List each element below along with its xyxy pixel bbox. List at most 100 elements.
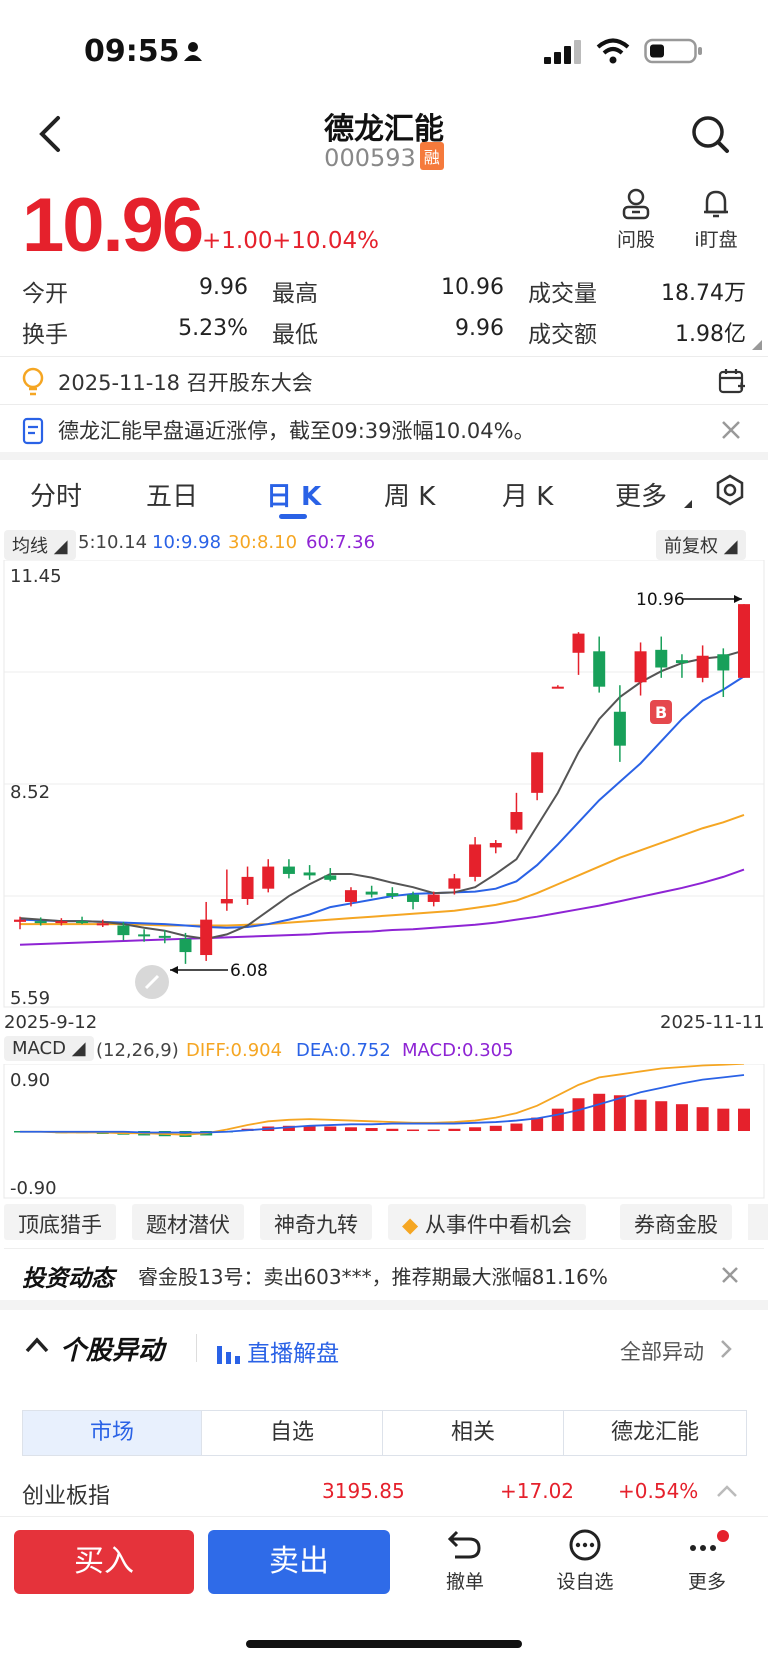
buy-button[interactable]: 买入 <box>14 1530 194 1594</box>
price-change-pct: +10.04% <box>272 228 379 254</box>
seg-stock[interactable]: 德龙汇能 <box>563 1410 747 1456</box>
index-value: 3195.85 <box>322 1479 405 1503</box>
candlestick-chart[interactable]: 11.45 8.52 5.59 10.96 6.08 B <box>0 560 768 1010</box>
candle <box>551 685 564 689</box>
event-notice[interactable]: 2025-11-18 召开股东大会 <box>0 356 768 404</box>
seg-watchlist[interactable]: 自选 <box>201 1410 383 1456</box>
settings-button[interactable] <box>714 474 746 510</box>
candle <box>510 792 523 834</box>
ma10-line <box>19 675 745 929</box>
collapse-button[interactable] <box>24 1336 50 1358</box>
user-icon <box>622 188 650 220</box>
tab-intraday[interactable]: 分时 <box>30 482 83 512</box>
amount-label: 成交额 <box>528 322 597 348</box>
open-value: 9.96 <box>199 275 248 300</box>
candle <box>117 921 130 941</box>
ask-stock-button[interactable]: 问股 <box>596 188 676 252</box>
all-abnormal-link[interactable]: 全部异动 <box>620 1336 733 1366</box>
turnover-label: 换手 <box>22 322 68 348</box>
low-marker-label: 6.08 <box>230 961 268 981</box>
candle <box>303 865 316 880</box>
bar-chart-icon <box>217 1346 240 1364</box>
sell-button[interactable]: 卖出 <box>208 1530 390 1594</box>
more-button[interactable]: 更多 <box>662 1528 752 1594</box>
more-dots-icon <box>690 1530 729 1551</box>
index-change: +17.02 <box>500 1479 575 1503</box>
tab-daily-k[interactable]: 日 K <box>266 482 322 512</box>
macd-selector[interactable]: MACD ◢ <box>4 1036 94 1061</box>
candle <box>613 685 626 762</box>
buy-marker <box>650 700 672 724</box>
ma5-line <box>19 649 745 940</box>
current-price: 10.96 <box>22 183 204 268</box>
candle <box>282 859 295 879</box>
tab-weekly-k[interactable]: 周 K <box>384 482 436 512</box>
tag-broker-picks[interactable]: 券商金股 <box>620 1204 732 1240</box>
news-notice[interactable]: 德龙汇能早盘逼近涨停，截至09:39涨幅10.04%。 <box>0 404 768 452</box>
candle <box>220 869 233 911</box>
invest-title: 投资动态 <box>22 1266 114 1292</box>
candle <box>365 885 378 898</box>
watch-button[interactable]: i盯盘 <box>676 188 756 252</box>
section-divider <box>0 1300 768 1310</box>
add-watchlist-label: 设自选 <box>556 1571 614 1593</box>
ma60-value: 60:7.36 <box>306 532 376 553</box>
candle <box>179 932 192 964</box>
close-icon <box>722 421 740 439</box>
person-icon <box>182 40 204 66</box>
live-button[interactable]: 直播解盘 <box>216 1334 339 1368</box>
expand-corner-icon[interactable] <box>752 340 762 350</box>
macd-bar <box>572 1098 585 1131</box>
macd-bar <box>551 1108 564 1131</box>
macd-bar <box>510 1123 523 1131</box>
candle <box>469 837 482 882</box>
wifi-icon <box>596 38 630 68</box>
macd-bar <box>738 1108 750 1131</box>
macd-bar <box>386 1128 399 1131</box>
ma10-value: 10:9.98 <box>152 532 222 553</box>
candle <box>158 929 171 944</box>
macd-bar <box>489 1125 502 1131</box>
cancel-order-button[interactable]: 撤单 <box>420 1528 510 1594</box>
tag-bottom-hunter[interactable]: 顶底猎手 <box>4 1204 116 1240</box>
seg-related[interactable]: 相关 <box>382 1410 564 1456</box>
adjust-selector[interactable]: 前复权 ◢ <box>656 530 746 560</box>
macd-bar <box>531 1117 544 1131</box>
index-row[interactable]: 创业板指 3195.85 +17.02 +0.54% <box>0 1474 768 1510</box>
tag-event-opportunity[interactable]: ◆ 从事件中看机会 <box>388 1204 586 1240</box>
candle <box>324 868 337 882</box>
macd-bar <box>655 1101 668 1131</box>
macd-bottom-label: -0.90 <box>10 1178 57 1199</box>
ma-selector-label: 均线 <box>12 536 48 557</box>
macd-bar <box>675 1104 688 1131</box>
invest-news-row[interactable]: 投资动态 睿金股13号：卖出603***，推荐期最大涨幅81.16% <box>4 1248 764 1298</box>
back-button[interactable] <box>36 114 62 158</box>
tab-more[interactable]: 更多 <box>615 482 668 512</box>
macd-bar <box>696 1107 709 1131</box>
macd-bar <box>344 1127 357 1131</box>
ma30-line <box>20 814 745 927</box>
add-watchlist-button[interactable]: 设自选 <box>540 1528 630 1594</box>
calendar-add-icon <box>718 369 745 394</box>
macd-bar <box>365 1128 378 1131</box>
candle <box>738 604 750 678</box>
seg-market[interactable]: 市场 <box>22 1410 202 1456</box>
margin-badge: 融 <box>419 142 444 170</box>
index-pct: +0.54% <box>618 1479 699 1503</box>
candle <box>200 901 213 961</box>
macd-chart[interactable]: 0.90 -0.90 <box>0 1064 768 1200</box>
tag-magic-nine[interactable]: 神奇九转 <box>260 1204 372 1240</box>
tab-five-day[interactable]: 五日 <box>146 482 199 512</box>
more-caret-icon <box>684 500 692 508</box>
tab-monthly-k[interactable]: 月 K <box>502 482 554 512</box>
macd-bar <box>324 1126 337 1131</box>
candle <box>696 645 709 683</box>
ma5-value: 5:10.14 <box>78 532 148 553</box>
home-indicator <box>246 1640 522 1648</box>
high-label: 最高 <box>272 281 318 307</box>
macd-bar <box>469 1127 482 1131</box>
ma-selector[interactable]: 均线 ◢ <box>4 530 76 560</box>
tag-theme-ambush[interactable]: 题材潜伏 <box>132 1204 244 1240</box>
search-button[interactable] <box>690 114 730 158</box>
cancel-order-label: 撤单 <box>445 1571 484 1593</box>
